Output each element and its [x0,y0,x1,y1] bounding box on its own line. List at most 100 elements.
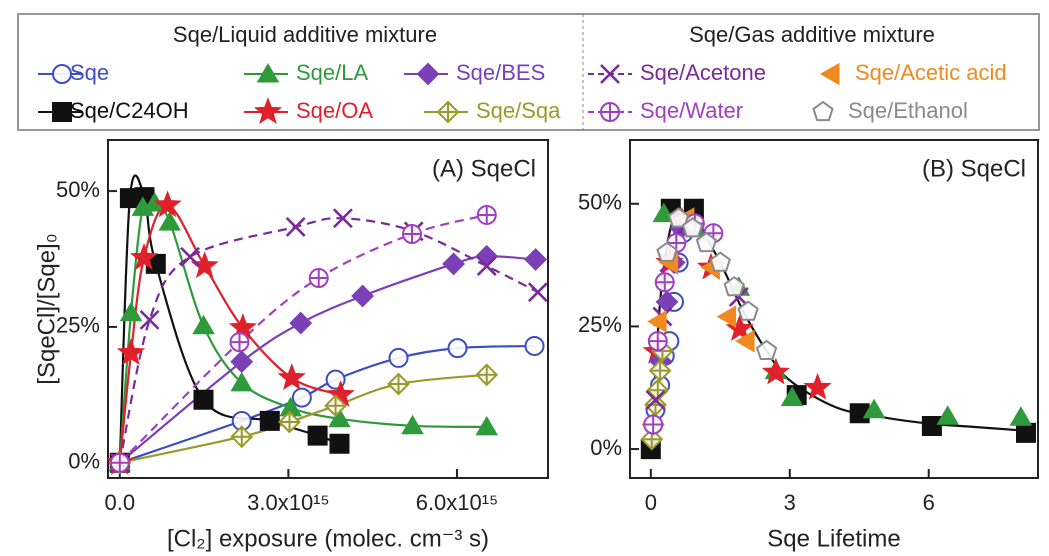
series-line [119,255,536,464]
data-point [647,331,668,352]
data-point [527,282,548,303]
legend-marker [600,64,620,84]
data-point [119,301,143,322]
legend-marker [599,102,621,122]
data-point [230,371,254,392]
data-point [192,314,215,335]
series-line [118,174,340,463]
y-tick-label: 50% [578,190,622,215]
x-tick-label: 3 [784,490,796,515]
data-point [231,410,252,431]
data-point [329,433,350,454]
data-point [654,272,675,293]
data-point [735,329,755,353]
plot-area [108,174,548,475]
data-point [129,243,159,270]
data-point [475,363,499,387]
y-tick-label: 50% [56,177,100,202]
data-point [652,202,676,223]
data-point [476,204,497,225]
legend-label: Sqe/Acetone [640,60,766,85]
x-axis-title: Sqe Lifetime [767,525,900,552]
data-point [332,208,353,229]
data-point [285,217,306,237]
legend-label: Sqe/Ethanol [848,98,968,123]
data-point [524,335,545,356]
y-tick-label: 25% [56,313,100,338]
data-point [667,207,690,228]
x-tick-label: 3.0x10¹⁵ [247,490,330,515]
data-point [709,251,731,272]
data-point [402,224,423,245]
legend-marker [812,100,834,122]
panel-label: (B) SqeCl [922,155,1026,182]
legend-label: Sqe/LA [296,60,368,85]
x-tick-label: 0 [645,490,657,515]
series-line [118,217,539,464]
legend-header: Sqe/Liquid additive mixture [173,22,437,47]
plot-frame [107,139,549,479]
data-point [324,394,348,418]
data-point [475,415,499,436]
data-point [695,231,718,253]
legend-label: Sqe/OA [296,98,373,123]
data-point [308,268,329,289]
legend-marker [52,102,72,122]
data-point [442,252,466,276]
legend-label: Sqe/Water [640,98,743,123]
data-point [737,300,759,321]
data-point [277,363,306,391]
y-tick-label: 25% [578,312,622,337]
data-point [647,310,667,333]
legend-marker [253,97,283,125]
data-point [645,390,666,410]
legend-label: Sqe/C24OH [70,98,189,123]
series-line [119,373,487,464]
data-point [803,372,832,400]
data-point [524,248,548,271]
data-point [401,414,424,435]
y-axis-title: [SqeCl]/[Sqe]₀ [33,233,60,384]
data-point [725,314,754,341]
data-point [109,452,130,473]
data-point [388,347,409,368]
data-point [648,359,672,383]
data-point [656,241,678,262]
legend-marker [416,62,440,86]
legend-marker [51,64,73,84]
data-point [351,284,375,308]
legend-label: Sqe/BES [456,60,545,85]
data-point [259,410,280,431]
series-line [118,196,487,463]
data-point [291,387,312,408]
legend-marker [256,62,280,83]
data-point [158,211,182,231]
data-point [193,389,214,410]
data-point [643,414,664,435]
legend-header: Sqe/Gas additive mixture [689,22,935,47]
series-line [119,213,487,464]
data-point [307,425,328,446]
data-point [723,275,745,297]
legend-marker [436,100,460,124]
x-axis-title: [Cl₂] exposure (molec. cm⁻³ s) [167,525,489,552]
data-point [153,190,182,218]
x-tick-label: 6.0x10¹⁵ [416,490,499,515]
legend-marker [819,62,840,86]
x-tick-label: 0.0 [105,490,136,515]
data-point [447,338,468,359]
y-tick-label: 0% [68,449,100,474]
data-point [139,309,160,330]
data-point [387,372,410,396]
data-point [476,256,497,276]
data-point [1016,422,1036,443]
data-point [116,338,146,365]
data-point [755,339,778,360]
panel-label: (A) SqeCl [432,155,536,182]
data-point [780,386,804,406]
data-point [716,305,737,328]
data-point [1009,406,1033,426]
data-point [289,311,313,335]
y-tick-label: 0% [590,435,622,460]
